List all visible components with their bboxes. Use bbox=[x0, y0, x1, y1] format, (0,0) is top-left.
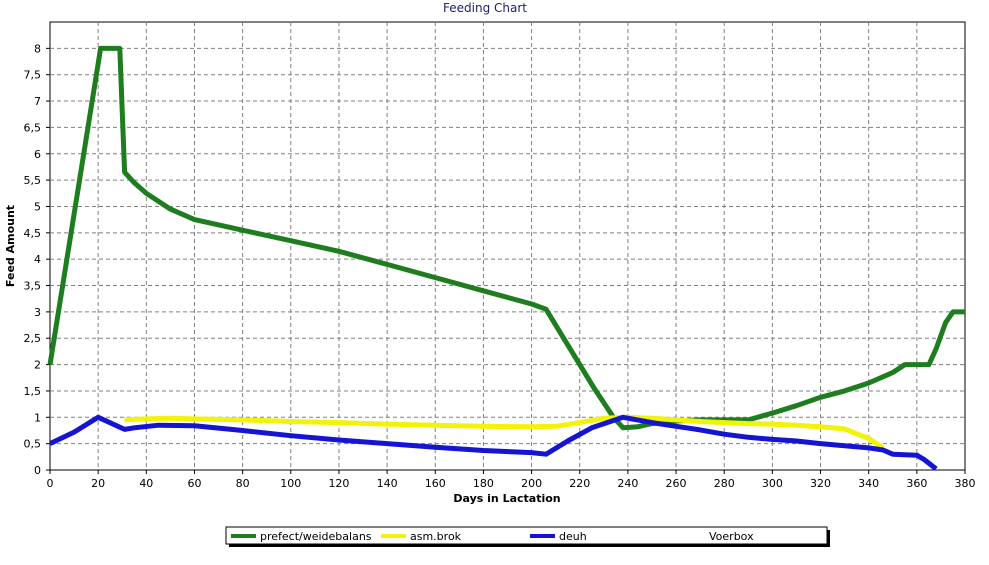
series-line-prefect-weidebalans bbox=[47, 45, 965, 431]
y-tick-label: 8 bbox=[34, 42, 41, 55]
y-tick-label: 6,5 bbox=[24, 121, 42, 134]
y-tick-label: 3 bbox=[34, 306, 41, 319]
plot-area bbox=[49, 21, 966, 471]
legend-label-voerbox: Voerbox bbox=[709, 530, 754, 543]
x-tick-label: 140 bbox=[377, 477, 398, 490]
legend: prefect/weidebalans asm.brok deuh Voerbox bbox=[225, 526, 830, 547]
x-tick-label: 340 bbox=[858, 477, 879, 490]
y-tick-label: 3,5 bbox=[24, 280, 42, 293]
legend-label-prefect-weidebalans: prefect/weidebalans bbox=[260, 530, 372, 543]
x-tick-label: 280 bbox=[714, 477, 735, 490]
x-tick-label: 200 bbox=[521, 477, 542, 490]
y-tick-label: 4,5 bbox=[24, 227, 42, 240]
series-line-asm-brok bbox=[124, 414, 885, 450]
x-tick-label: 40 bbox=[139, 477, 153, 490]
y-tick-label: 0,5 bbox=[24, 438, 42, 451]
x-tick-label: 120 bbox=[328, 477, 349, 490]
x-tick-label: 380 bbox=[955, 477, 976, 490]
y-tick-label: 1,5 bbox=[24, 385, 42, 398]
x-axis-title: Days in Lactation bbox=[453, 492, 560, 505]
x-tick-label: 320 bbox=[810, 477, 831, 490]
y-tick-label: 0 bbox=[34, 464, 41, 477]
y-tick-label: 7 bbox=[34, 95, 41, 108]
y-tick-label: 5,5 bbox=[24, 174, 42, 187]
x-tick-label: 220 bbox=[569, 477, 590, 490]
y-tick-label: 7,5 bbox=[24, 69, 42, 82]
x-tick-label: 100 bbox=[280, 477, 301, 490]
x-tick-label: 260 bbox=[666, 477, 687, 490]
x-tick-label: 180 bbox=[473, 477, 494, 490]
x-tick-label: 0 bbox=[47, 477, 54, 490]
x-tick-label: 360 bbox=[906, 477, 927, 490]
y-tick-label: 6 bbox=[34, 148, 41, 161]
chart-title: Feeding Chart bbox=[443, 1, 527, 15]
legend-label-deuh: deuh bbox=[559, 530, 587, 543]
x-tick-label: 240 bbox=[617, 477, 638, 490]
y-tick-label: 2 bbox=[34, 359, 41, 372]
x-tick-label: 60 bbox=[187, 477, 201, 490]
y-axis-title: Feed Amount bbox=[4, 205, 17, 287]
x-tick-label: 20 bbox=[91, 477, 105, 490]
x-tick-label: 160 bbox=[425, 477, 446, 490]
legend-box bbox=[225, 526, 828, 545]
axis-ticks: 0 20 40 60 80 100 120 140 160 180 200 220 240 260 280 3… bbox=[24, 42, 976, 490]
y-tick-label: 1 bbox=[34, 411, 41, 424]
y-tick-label: 2,5 bbox=[24, 332, 42, 345]
legend-label-asm-brok: asm.brok bbox=[410, 530, 462, 543]
series-line-deuh bbox=[48, 414, 938, 471]
y-tick-label: 5 bbox=[34, 200, 41, 213]
y-tick-label: 4 bbox=[34, 253, 41, 266]
grid-lines bbox=[50, 22, 965, 470]
series-lines bbox=[47, 45, 965, 471]
x-tick-label: 80 bbox=[236, 477, 250, 490]
x-tick-label: 300 bbox=[762, 477, 783, 490]
